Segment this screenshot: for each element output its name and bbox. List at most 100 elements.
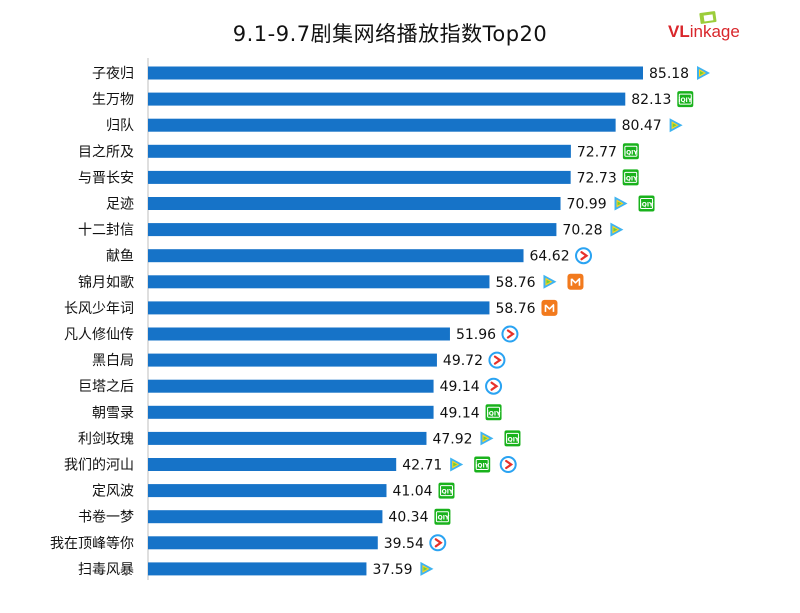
vlinkage-logo: VLinkage: [668, 11, 778, 46]
value-label: 72.77: [577, 144, 617, 160]
logo-mark-icon: [699, 11, 717, 24]
iqiyi-icon-bg: [677, 91, 694, 108]
tencent-icon: [478, 430, 495, 447]
iqiyi-icon-text: iQIY: [624, 149, 638, 156]
category-label: 我在顶峰等你: [50, 535, 134, 552]
iqiyi-icon-frame: [624, 171, 638, 183]
iqiyi-icon-frame: [435, 511, 449, 523]
youku-icon: [488, 351, 506, 369]
youku-icon-ring: [485, 377, 503, 395]
iqiyi-icon-text: iQIY: [475, 463, 489, 470]
iqiyi-icon-bg: [438, 482, 455, 499]
tencent-icon-core: [672, 123, 677, 128]
category-label: 归队: [106, 117, 134, 134]
bar: [148, 249, 524, 263]
category-label: 与晋长安: [78, 170, 134, 186]
tencent-icon: [667, 117, 684, 134]
category-label: 锦月如歌: [78, 274, 134, 291]
bar: [148, 301, 490, 315]
category-label: 凡人修仙传: [64, 327, 134, 343]
tencent-icon-core: [700, 71, 704, 75]
value-label: 51.96: [456, 327, 496, 343]
tencent-icon-core: [546, 279, 551, 284]
iqiyi-icon: iQIY: [638, 195, 655, 212]
bar: [148, 484, 387, 498]
value-label: 39.54: [384, 536, 424, 552]
iqiyi-icon-bg: [434, 508, 451, 525]
iqiyi-icon-frame: [487, 406, 501, 418]
iqiyi-icon: iQIY: [434, 508, 451, 525]
tencent-icon-core: [453, 462, 458, 467]
iqiyi-icon-frame: [678, 93, 692, 105]
iqiyi-icon-bg: [504, 430, 521, 447]
bar: [148, 197, 561, 210]
value-label: 49.14: [440, 379, 480, 395]
value-label: 37.59: [372, 562, 412, 578]
iqiyi-icon: iQIY: [622, 143, 639, 160]
iqiyi-icon-bg: [485, 404, 502, 421]
iqiyi-icon-text: iQIY: [506, 436, 520, 443]
mango-icon-mark: [544, 304, 555, 312]
value-label: 40.34: [388, 510, 428, 526]
category-label: 目之所及: [78, 144, 134, 160]
iqiyi-icon-frame: [640, 198, 654, 209]
category-label: 我们的河山: [64, 458, 134, 474]
tencent-icon-core: [483, 436, 488, 441]
mango-icon: [541, 299, 558, 316]
youku-icon: [499, 456, 517, 473]
value-label: 80.47: [622, 118, 662, 134]
youku-icon-arrow: [505, 459, 514, 470]
youku-icon-arrow: [580, 251, 589, 261]
bar: [148, 510, 383, 524]
bar: [148, 92, 626, 106]
bar: [148, 536, 378, 550]
category-label: 巨塔之后: [78, 379, 134, 395]
category-label: 书卷一梦: [78, 510, 134, 526]
category-label: 子夜归: [92, 65, 134, 82]
value-label: 72.73: [577, 170, 617, 186]
youku-icon: [575, 247, 593, 265]
mango-icon-mark: [570, 277, 581, 286]
category-label: 献鱼: [106, 248, 134, 265]
tencent-icon: [448, 456, 465, 473]
iqiyi-icon-text: iQIY: [640, 202, 654, 209]
iqiyi-icon-text: iQIY: [487, 410, 501, 417]
iqiyi-icon-text: iQIY: [440, 489, 454, 496]
value-label: 70.99: [567, 197, 607, 213]
tencent-icon: [418, 560, 435, 577]
category-label: 利剑玫瑰: [78, 431, 134, 447]
category-label: 扫毒风暴: [78, 562, 134, 578]
value-label: 58.76: [495, 275, 535, 291]
iqiyi-icon: iQIY: [474, 456, 491, 473]
value-label: 49.14: [440, 405, 480, 421]
iqiyi-icon-text: iQIY: [624, 175, 638, 182]
iqiyi-icon-text: iQIY: [436, 515, 450, 522]
bar: [148, 144, 571, 158]
bar: [148, 275, 490, 289]
value-label: 64.62: [530, 249, 570, 265]
mango-icon: [567, 273, 584, 290]
tencent-icon: [541, 273, 558, 290]
category-label: 生万物: [92, 92, 134, 108]
iqiyi-icon: iQIY: [677, 91, 694, 108]
youku-icon-arrow: [493, 355, 502, 365]
youku-icon-arrow: [434, 538, 443, 548]
tencent-icon: [695, 65, 711, 81]
iqiyi-icon-frame: [505, 432, 519, 444]
youku-icon-ring: [501, 325, 519, 343]
bar: [148, 379, 434, 393]
category-label: 定风波: [92, 484, 134, 500]
youku-icon-ring: [429, 534, 447, 552]
youku-icon: [485, 377, 503, 395]
youku-icon: [501, 325, 519, 343]
iqiyi-icon: iQIY: [504, 430, 521, 447]
iqiyi-icon-frame: [475, 459, 489, 470]
bar: [148, 562, 367, 576]
tencent-icon-core: [423, 566, 428, 571]
iqiyi-icon-frame: [439, 485, 453, 497]
tencent-icon: [608, 221, 625, 238]
youku-icon: [429, 534, 447, 552]
bar: [148, 353, 437, 367]
iqiyi-icon-bg: [474, 456, 491, 473]
iqiyi-icon: iQIY: [438, 482, 455, 499]
